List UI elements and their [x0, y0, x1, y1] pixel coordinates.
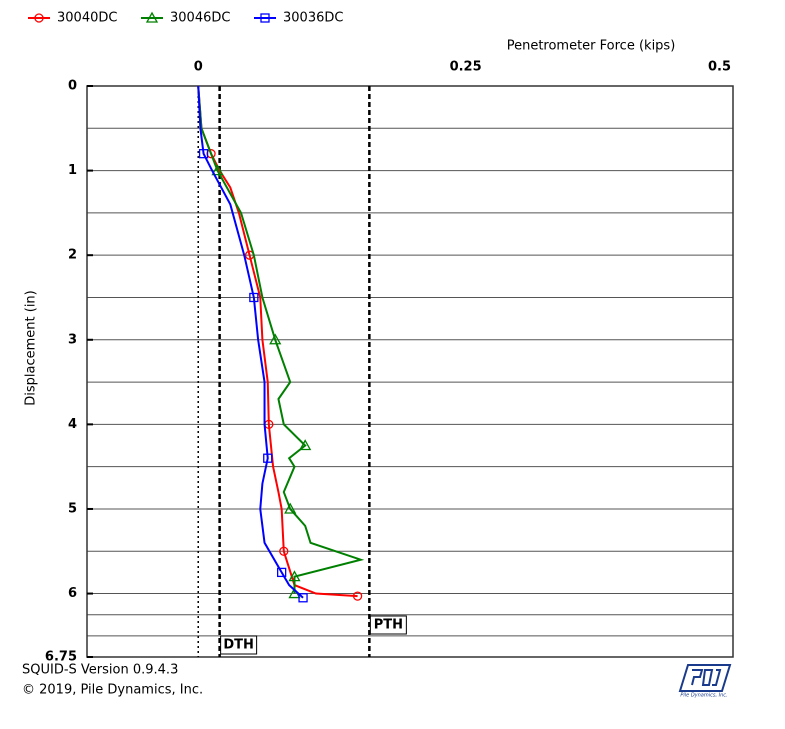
legend-label: 30040DC [57, 11, 117, 26]
y-tick-label: 1 [68, 163, 77, 178]
marker [284, 502, 297, 514]
marker [298, 593, 308, 603]
threshold-box [369, 615, 407, 635]
series-line [197, 85, 304, 599]
y-axis-label: Displacement (in) [24, 290, 39, 406]
series-line [197, 85, 358, 598]
marker [277, 567, 287, 578]
marker [279, 546, 289, 556]
marker [352, 591, 363, 601]
x-tick-label: 0.5 [708, 60, 731, 75]
marker [299, 439, 312, 451]
threshold-label: DTH [223, 638, 254, 653]
x-axis-label: Penetrometer Force (kips) [507, 39, 676, 54]
threshold-label: PTH [374, 618, 403, 633]
footer-version: SQUID-S Version 0.9.4.3 [22, 663, 178, 678]
x-tick-label: 0 [194, 60, 203, 75]
x-tick-label: 0.25 [450, 60, 482, 75]
y-tick-label: 4 [68, 417, 77, 432]
y-tick-label: 0 [68, 79, 77, 94]
y-tick-label: 6 [68, 586, 77, 601]
marker [145, 11, 159, 23]
marker [263, 453, 273, 463]
footer-copyright: © 2019, Pile Dynamics, Inc. [22, 683, 203, 698]
marker [249, 292, 259, 303]
marker [260, 13, 270, 23]
marker [198, 149, 209, 159]
legend-label: 30046DC [170, 11, 230, 26]
series-line [197, 85, 365, 594]
marker [211, 164, 224, 176]
legend-label: 30036DC [283, 11, 343, 26]
logo-text: Pile Dynamics, Inc. [680, 693, 727, 699]
logo: Pile Dynamics, Inc. [678, 664, 732, 699]
threshold-box [220, 635, 258, 655]
marker [34, 13, 44, 23]
marker [269, 333, 282, 345]
y-tick-label: 5 [68, 501, 77, 516]
plot-frame [86, 85, 734, 658]
y-tick-label: 6.75 [45, 650, 77, 665]
y-tick-label: 2 [68, 248, 77, 263]
marker [288, 570, 301, 582]
y-tick-label: 3 [68, 332, 77, 347]
